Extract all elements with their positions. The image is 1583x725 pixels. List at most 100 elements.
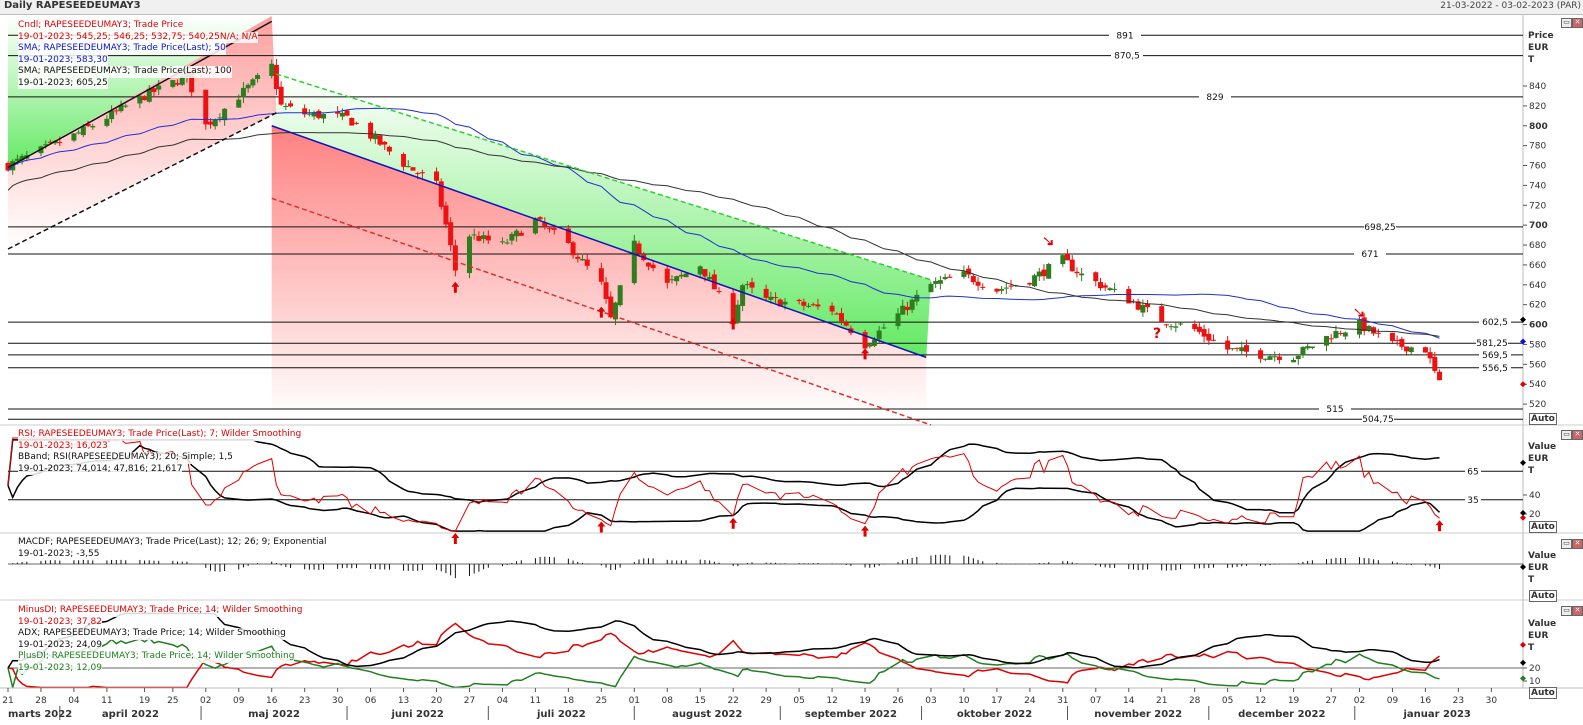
month-label: marts 2022 [8,709,72,720]
candle-body [118,104,124,112]
candle-body [1338,333,1344,335]
candle-body [278,86,284,105]
dmi-panel-close-icon[interactable]: ✕ [1572,606,1583,616]
candle-body [1196,326,1202,332]
candle-body [570,242,576,256]
macd-auto-scale-button[interactable]: Auto [1529,590,1557,602]
dmi-auto-scale-button[interactable]: Auto [1529,687,1557,699]
x-tick-label: 27 [1326,696,1337,706]
price-tick-label: 800 [1529,122,1548,132]
red-up-arrow-icon [861,348,870,360]
price-auto-scale-button[interactable]: Auto [1529,413,1557,425]
red-up-arrow-icon [729,318,738,330]
rsi-panel-minimize-icon[interactable]: ▭ [1561,430,1572,440]
level-label-bg [1362,414,1394,425]
macd-panel-close-icon[interactable]: ✕ [1572,539,1583,549]
price-panel-close-icon[interactable]: ✕ [1572,18,1583,28]
candle-body [843,322,849,326]
candle-body [207,121,213,125]
candle-body [222,108,228,121]
price-tick-label: 620 [1529,301,1546,311]
axis-unit-line: T [1528,466,1535,476]
x-tick-label: 13 [398,696,409,706]
candle-body [85,123,91,127]
sma100-line [7,132,1440,337]
axis-unit-line: T [1528,55,1535,65]
red-down-arrow-icon [1354,308,1364,317]
candle-body [349,117,355,126]
candle-body [452,245,458,271]
candle-body [933,281,939,284]
candle-body [1375,332,1381,334]
candle-body [744,284,750,286]
rsi-legend-value: 19-01-2023; 16,023 [18,440,108,452]
price-tick-label: 640 [1529,281,1546,291]
candle-legend-value: 19-01-2023; 545,25; 546,25; 532,75; 540,… [18,31,258,43]
candle-body [316,110,322,119]
level-label: 698,25 [1364,223,1396,233]
candle-legend-label: Cndl; RAPESEEDEUMAY3; Trade Price [18,20,184,32]
candle-body [438,181,444,207]
candle-body [947,276,953,278]
candle-body [481,235,487,240]
candle-body [344,110,350,116]
candle-body [1408,347,1414,353]
price-tick-label: 700 [1529,221,1548,231]
candle-body [1126,289,1132,304]
x-tick-label: 02 [1354,696,1365,706]
level-label: 829 [1206,93,1223,103]
price-legend: Cndl; RAPESEEDEUMAY3; Trade Price 19-01-… [18,20,258,89]
x-tick-label: 31 [1057,696,1068,706]
candle-body [175,83,181,85]
candle-body [415,173,421,175]
dmi-panel-minimize-icon[interactable]: ▭ [1561,606,1572,616]
candle-body [749,282,755,288]
rsi-up-arrow-icon [729,517,738,529]
rsi-panel-close-icon[interactable]: ✕ [1572,430,1583,440]
price-panel-minimize-icon[interactable]: ▭ [1561,18,1572,28]
candle-body [782,301,788,305]
candle-body [471,234,477,236]
candle-body [834,313,840,315]
x-tick-label: 19 [139,696,151,706]
candle-body [386,146,392,152]
candle-body [377,135,383,145]
trendline-downtrend-upper [276,73,932,281]
rsi-auto-scale-button[interactable]: Auto [1529,521,1557,533]
candle-body [697,266,703,275]
candle-body [999,289,1005,291]
candle-body [669,279,675,281]
price-tick-label: 680 [1529,241,1546,251]
trendline-uptrend-lower [7,112,277,250]
candle-body [335,111,341,114]
x-tick-label: 29 [760,696,772,706]
candle-body [405,166,411,168]
level-label-bg [1111,50,1143,61]
macd-panel-minimize-icon[interactable]: ▭ [1561,539,1572,549]
level-label: 556,5 [1482,364,1508,374]
chart-header: Daily RAPESEEDEUMAY3 21-03-2022 - 03-02-… [0,0,1583,15]
candle-body [1389,332,1395,341]
x-tick-label: 05 [1222,696,1233,706]
candle-body [1225,340,1231,350]
candle-body [514,230,520,237]
month-label: maj 2022 [248,709,300,720]
candle-body [1328,338,1334,340]
candle-body [1258,350,1264,359]
month-label: juni 2022 [390,709,443,720]
candle-body [250,79,256,86]
macd-legend-label: MACDF; RAPESEEDEUMAY3; Trade Price(Last)… [18,537,327,549]
candle-body [1262,358,1268,360]
candle-body [1003,287,1009,289]
candle-body [273,64,279,89]
candle-body [608,296,614,318]
rsi-up-arrow-icon [1435,520,1444,532]
axis-unit-line: T [1528,643,1535,653]
candle-body [994,288,1000,292]
candle-body [142,96,148,101]
candle-body [1069,259,1075,272]
month-label: januar 2023 [1402,709,1470,720]
candle-body [1404,346,1410,352]
axis-unit-line: EUR [1528,454,1549,464]
